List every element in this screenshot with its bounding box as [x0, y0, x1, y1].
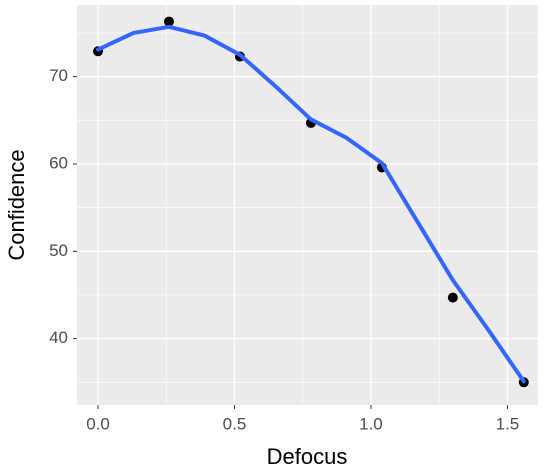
panel [77, 5, 538, 405]
x-tick-label: 0.5 [223, 414, 247, 433]
smooth-line [96, 24, 526, 384]
y-tick-label: 40 [49, 328, 68, 347]
x-tick-label: 0.0 [86, 414, 110, 433]
x-axis-title: Defocus [267, 444, 348, 469]
y-tick-label: 70 [49, 66, 68, 85]
y-tick-label: 60 [49, 153, 68, 172]
point [163, 16, 174, 27]
y-axis-title: Confidence [4, 149, 29, 260]
x-tick-label: 1.0 [359, 414, 383, 433]
x-tick-label: 1.5 [496, 414, 520, 433]
point [447, 292, 458, 303]
y-tick-label: 50 [49, 241, 68, 260]
